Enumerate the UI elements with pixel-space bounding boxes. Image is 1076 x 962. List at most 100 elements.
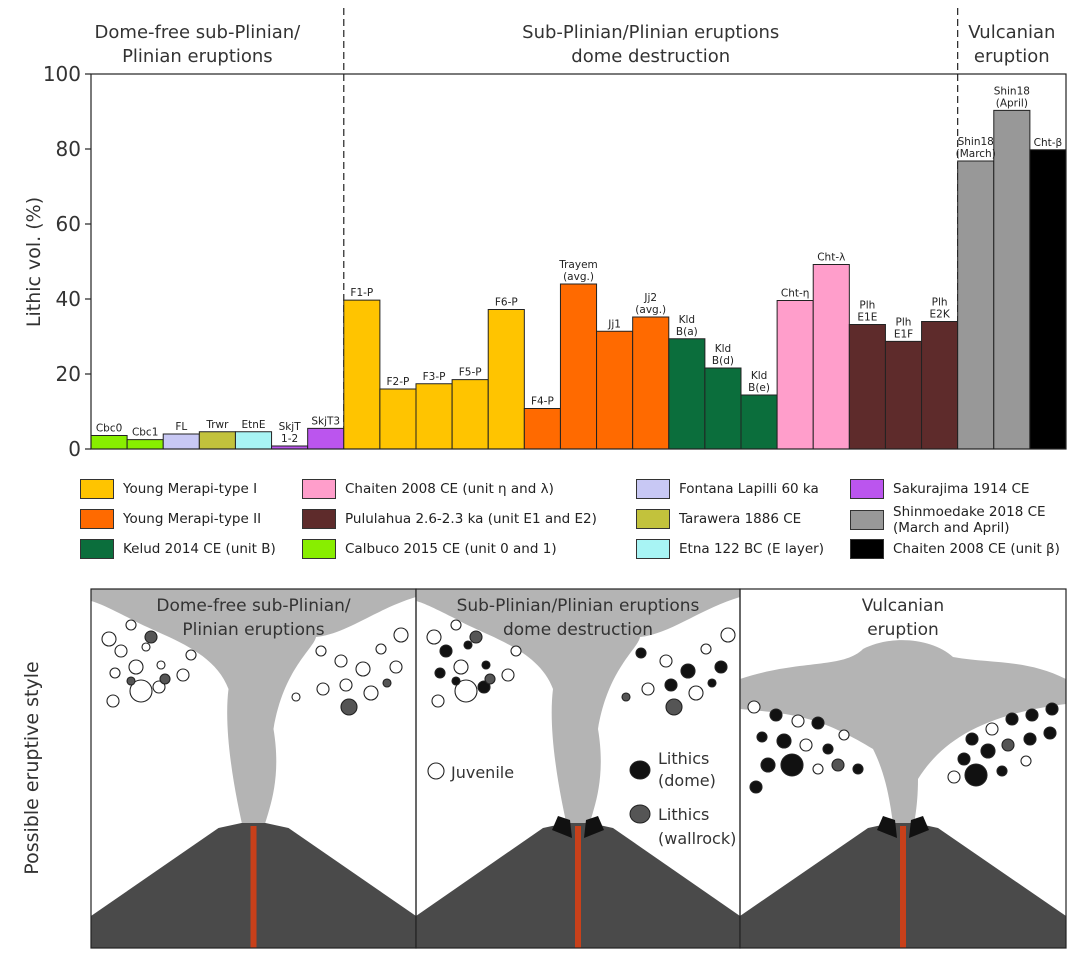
clast <box>838 729 850 741</box>
key-lithic-dome-swatch <box>629 760 651 780</box>
clast <box>1023 732 1037 746</box>
panel-title-line: Dome-free sub-Plinian/ <box>156 596 351 616</box>
bar-label: Kld <box>679 314 695 326</box>
clast <box>700 643 712 655</box>
clast <box>980 743 996 759</box>
clast <box>454 679 478 703</box>
clast <box>426 629 442 645</box>
clast <box>749 780 763 794</box>
legend-swatch <box>302 479 336 499</box>
legend-swatch <box>850 539 884 559</box>
eruption-plume <box>91 589 416 839</box>
legend-label-line: Chaiten 2008 CE (unit β) <box>893 541 1060 557</box>
clast <box>799 738 813 752</box>
clast <box>1025 708 1039 722</box>
clast <box>463 640 473 650</box>
legend-label: Young Merapi-type II <box>123 511 261 527</box>
key-lithics-wallrock-label: Lithics <box>658 805 709 824</box>
clast <box>101 631 117 647</box>
y-tick-label: 40 <box>56 287 81 311</box>
clast <box>484 673 496 685</box>
clast <box>159 673 171 685</box>
bar-label: Trayem <box>558 259 598 271</box>
clast <box>665 698 683 716</box>
clast <box>126 676 136 686</box>
legend-label: Chaiten 2008 CE (unit β) <box>893 541 1060 557</box>
clast <box>334 654 348 668</box>
legend-item: Pululahua 2.6-2.3 ka (unit E1 and E2) <box>302 508 597 530</box>
clast <box>114 644 128 658</box>
y-tick-label: 60 <box>56 212 81 236</box>
clast <box>434 667 446 679</box>
legend-label-line: (March and April) <box>893 520 1010 536</box>
clast <box>363 685 379 701</box>
bar-label: F6-P <box>495 297 518 309</box>
bar-label: B(d) <box>712 355 734 367</box>
legend-label: Tarawera 1886 CE <box>679 511 801 527</box>
bar <box>812 264 850 450</box>
clast <box>664 678 678 692</box>
bar-label: B(e) <box>748 382 770 394</box>
eruption-plume <box>416 589 740 839</box>
bar-label: SkjT3 <box>311 415 340 427</box>
key-lithics-wallrock-label: (wallrock) <box>658 829 736 848</box>
bar-label: (avg.) <box>635 304 666 316</box>
clast <box>852 763 864 775</box>
clast <box>481 660 491 670</box>
clast <box>720 627 736 643</box>
clast <box>621 692 631 702</box>
clast <box>339 678 353 692</box>
clasts <box>747 700 1059 794</box>
bar-label: B(a) <box>676 326 698 338</box>
legend-swatch <box>636 479 670 499</box>
panel-title-line: dome destruction <box>503 620 653 640</box>
y-axis-label: Lithic vol. (%) <box>23 197 45 327</box>
eruption-plume <box>740 640 1066 839</box>
section-headers: Dome-free sub-Plinian/Plinian eruptions S… <box>95 22 1056 67</box>
clast <box>375 643 387 655</box>
clast <box>176 668 190 682</box>
bar <box>234 431 273 450</box>
bar-label: E2K <box>930 309 951 321</box>
clast <box>688 685 704 701</box>
legend-label: Chaiten 2008 CE (unit η and λ) <box>345 481 554 497</box>
bar <box>162 433 200 450</box>
clast <box>144 630 158 644</box>
clast <box>389 660 403 674</box>
bar-label: F1-P <box>350 287 373 299</box>
legend: Young Merapi-type I Young Merapi-type II K… <box>80 478 1076 574</box>
legend-swatch <box>850 510 884 530</box>
bar-label: SkjT <box>279 421 302 433</box>
clast <box>1001 738 1015 752</box>
bar <box>740 394 778 450</box>
clast <box>714 660 728 674</box>
clast <box>964 763 988 787</box>
legend-label: Sakurajima 1914 CE <box>893 481 1029 497</box>
dome-remnant <box>584 816 604 838</box>
section-header: eruption <box>974 46 1050 67</box>
legend-label: Young Merapi-type I <box>123 481 257 497</box>
legend-item: Fontana Lapilli 60 ka <box>636 478 819 500</box>
bar <box>343 299 381 450</box>
bar-label: (March) <box>956 148 996 160</box>
bar <box>198 431 236 450</box>
legend-item: Etna 122 BC (E layer) <box>636 538 824 560</box>
conduit <box>575 826 581 948</box>
dome-remnant <box>877 816 897 838</box>
legend-swatch <box>302 509 336 529</box>
key-lithics-dome-label: Lithics <box>658 749 709 768</box>
clast <box>355 661 371 677</box>
legend-swatch <box>636 509 670 529</box>
legend-swatch <box>80 509 114 529</box>
legend-item: Young Merapi-type II <box>80 508 261 530</box>
clast <box>451 676 461 686</box>
clast <box>1020 755 1032 767</box>
diagram-y-label: Possible eruptive style <box>21 661 43 874</box>
diagram-panels: Dome-free sub-Plinian/Plinian eruptions S… <box>90 588 1067 949</box>
clast <box>985 722 999 736</box>
clast <box>291 692 301 702</box>
clast <box>707 678 717 688</box>
clast <box>427 762 445 780</box>
bar-label: Plh <box>932 297 948 309</box>
